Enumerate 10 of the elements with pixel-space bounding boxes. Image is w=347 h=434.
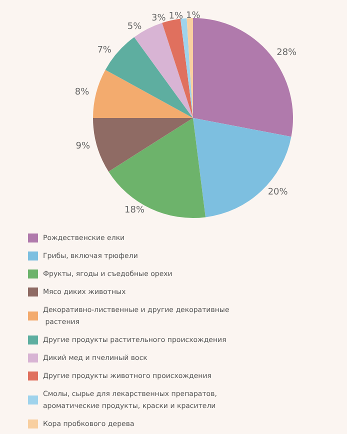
data-label: 5% [127,22,142,32]
data-label: 9% [76,141,90,152]
data-label: 1% [168,11,184,22]
data-label: 1% [186,11,201,22]
data-label: 8% [74,88,90,98]
data-label: 28% [276,48,298,58]
data-label: 20% [268,187,288,198]
data-label: 7% [97,46,112,56]
data-label: 18% [124,205,146,216]
data-label: 3% [151,13,166,24]
